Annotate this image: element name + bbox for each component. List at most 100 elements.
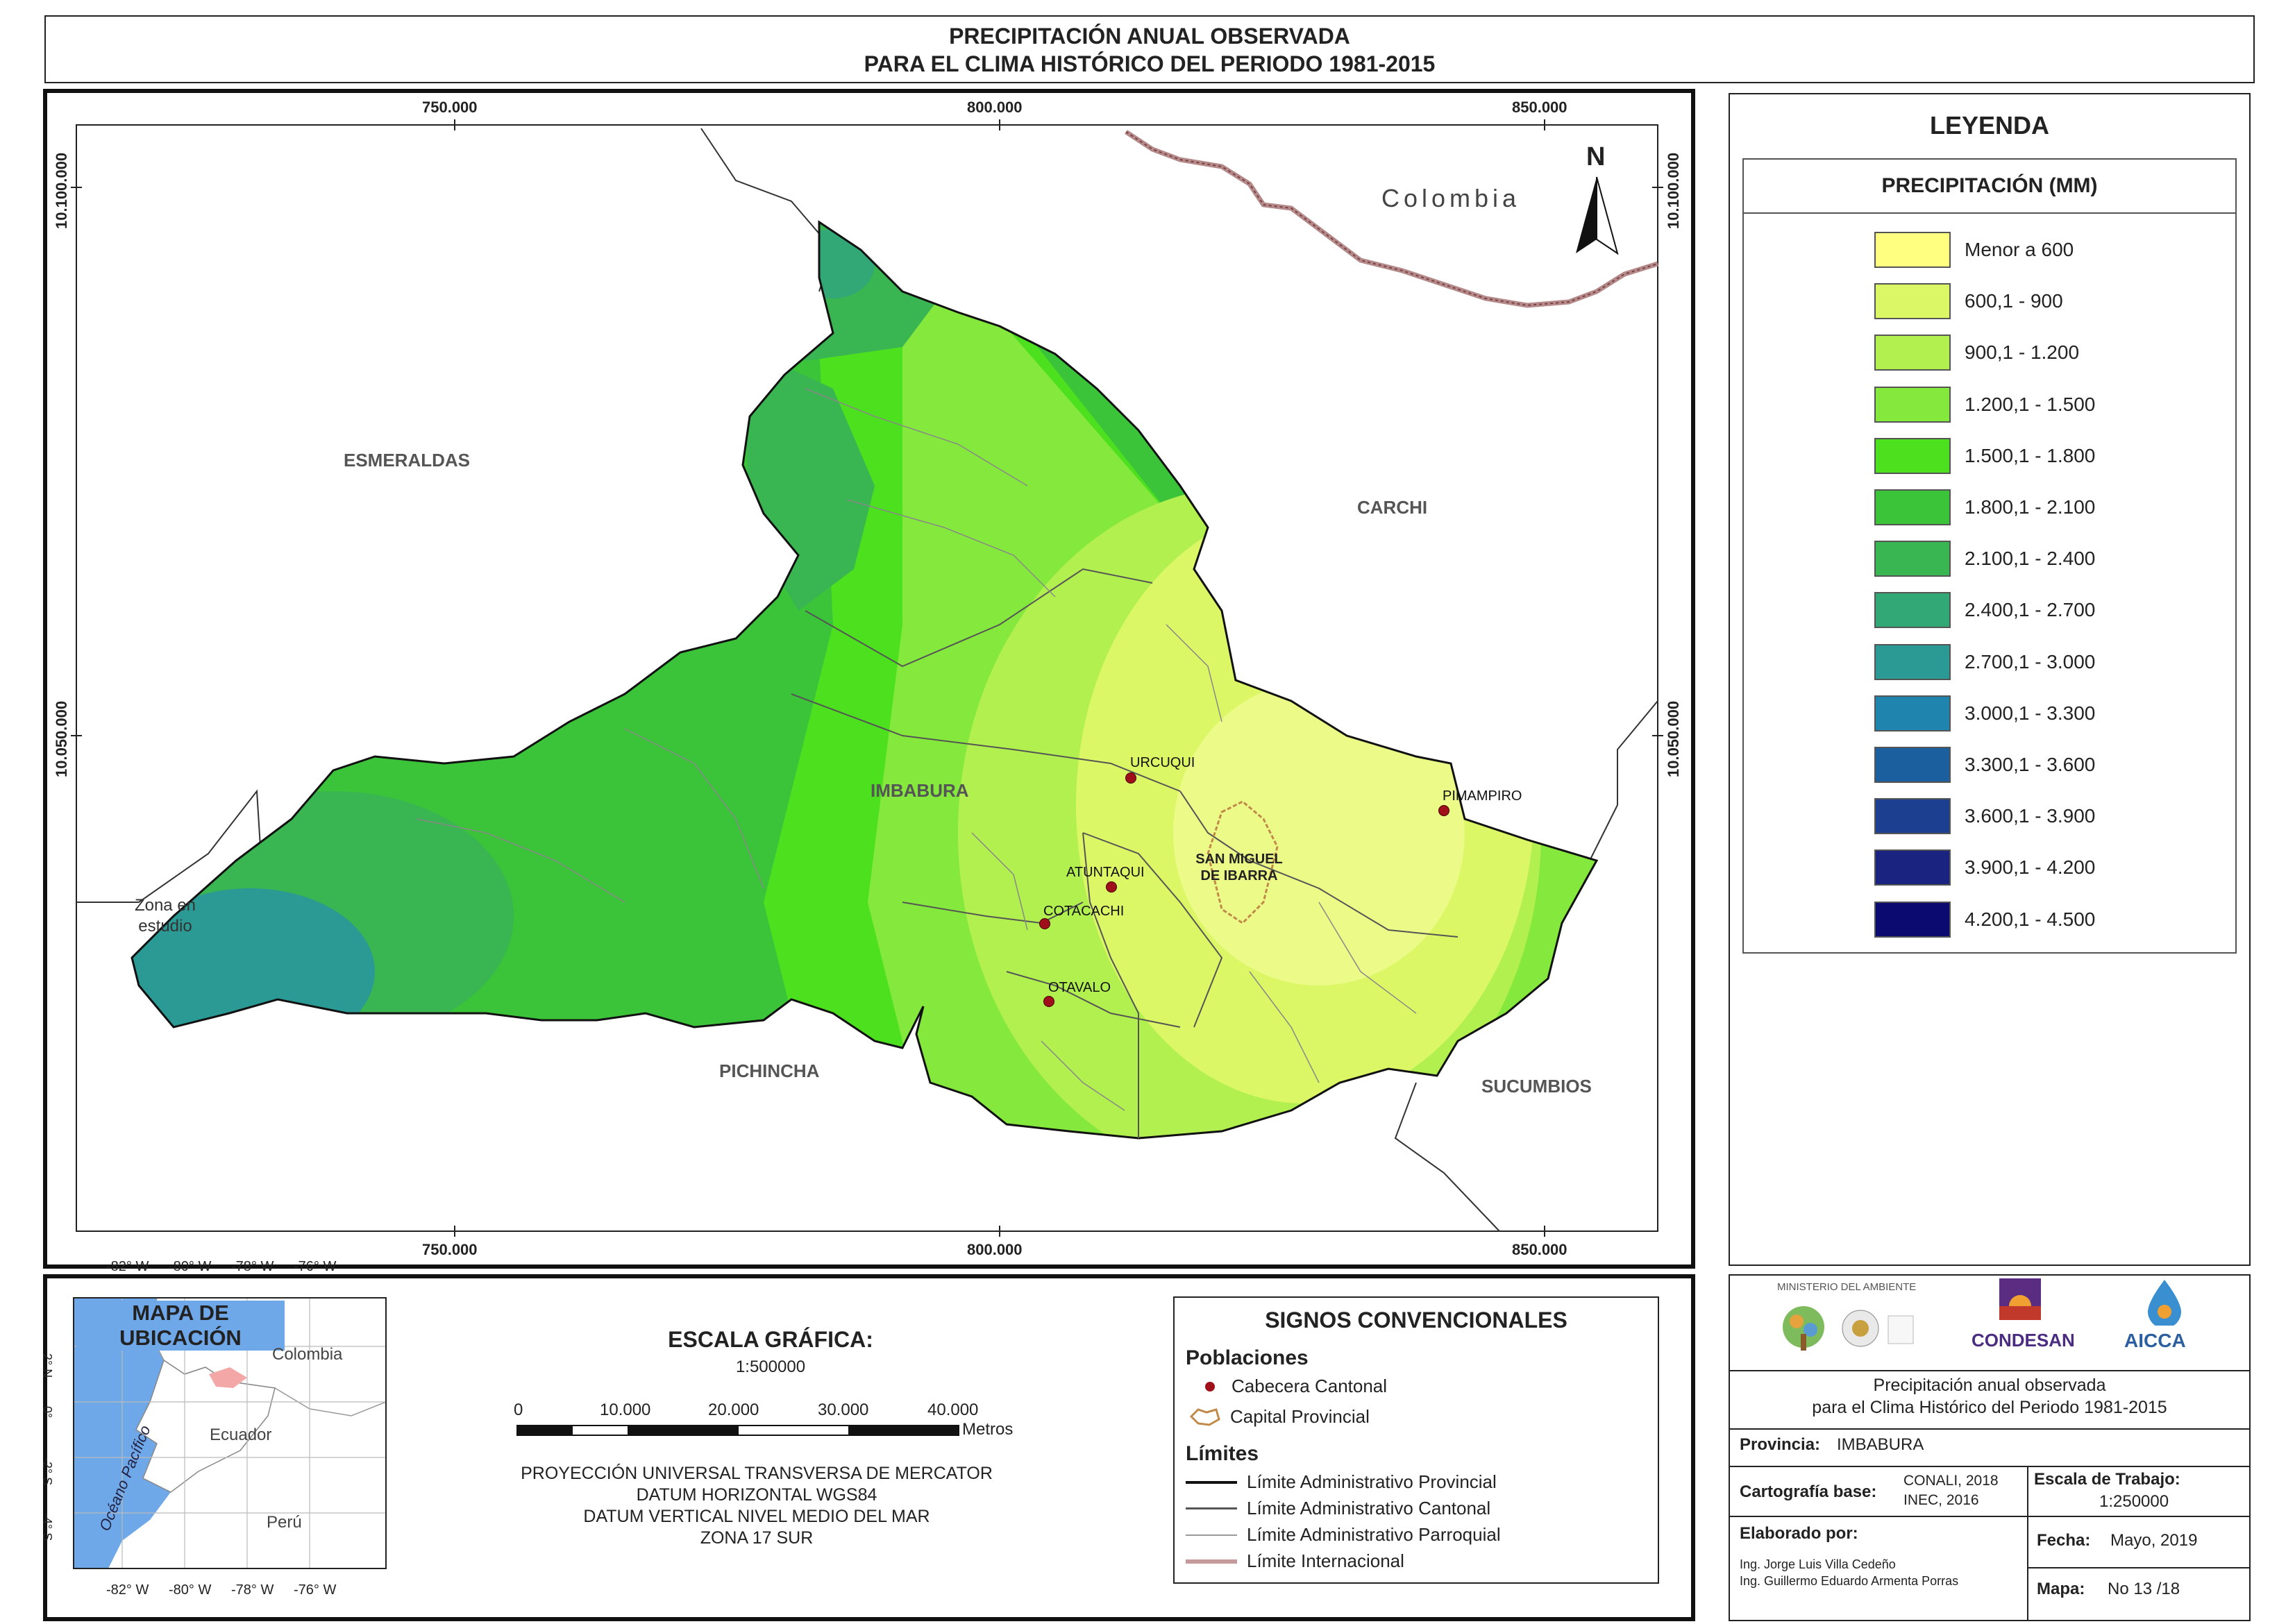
legend-item: 3.900,1 - 4.200: [1874, 849, 2095, 886]
sign-lim-parr: Límite Administrativo Parroquial: [1186, 1524, 1501, 1546]
info-divider-5: [2027, 1567, 2251, 1568]
aicca-logo-icon: [2148, 1280, 2181, 1326]
lat-tick-2n: 2° N: [40, 1353, 54, 1378]
legend-label: 1.800,1 - 2.100: [1965, 496, 2096, 518]
mapa-value: No 13 /18: [2108, 1580, 2180, 1598]
sign-cabecera-label: Cabecera Cantonal: [1231, 1376, 1388, 1396]
town-label-pimampiro: PIMAMPIRO: [1443, 788, 1522, 804]
info-desc-line-2: para el Clima Histórico del Periodo 1981…: [1812, 1398, 2167, 1417]
autor-2: Ing. Guillermo Eduardo Armenta Porras: [1740, 1574, 1959, 1588]
town-dot-atuntaqui: [1106, 881, 1117, 893]
legend-item: Menor a 600: [1874, 232, 2074, 268]
capital-provincial-outline: [1207, 800, 1279, 924]
autor-1: Ing. Jorge Luis Villa Cedeño: [1740, 1557, 1896, 1571]
lat-tick-2s: -2° S: [40, 1457, 54, 1486]
y-tick-10100000-right: 10.100.000: [1665, 152, 1682, 229]
sign-lim-cant: Límite Administrativo Cantonal: [1186, 1498, 1490, 1519]
province-label-imbabura: IMBABURA: [871, 780, 969, 801]
north-label: N: [1586, 142, 1606, 171]
legend-item: 3.000,1 - 3.300: [1874, 695, 2095, 731]
cantonal-lines: [791, 568, 1458, 1138]
sign-lim-int-label: Límite Internacional: [1247, 1550, 1404, 1571]
lon-tick-80-bottom: -80° W: [169, 1582, 212, 1598]
inset-label-ecuador: Ecuador: [210, 1426, 272, 1444]
x-tick-800-bottom: 800.000: [967, 1241, 1023, 1258]
projection-line-2: DATUM HORIZONTAL WGS84: [636, 1485, 877, 1505]
legend-item: 3.300,1 - 3.600: [1874, 747, 2095, 783]
signs-box: [1173, 1296, 1659, 1584]
town-label-urcuqui: URCUQUI: [1130, 755, 1195, 770]
legend-box: [1742, 158, 2237, 954]
capital-label-ibarra: SAN MIGUEL DE IBARRA: [1180, 851, 1298, 884]
map-title: PRECIPITACIÓN ANUAL OBSERVADA PARA EL CL…: [44, 15, 2255, 83]
legend-swatch: [1874, 335, 1951, 371]
y-tick-10050000-right: 10.050.000: [1665, 700, 1682, 777]
inset-label-colombia: Colombia: [272, 1345, 343, 1364]
legend-item: 2.400,1 - 2.700: [1874, 592, 2095, 629]
ministerio-logo-icon: [1783, 1306, 1914, 1351]
cartografia-value-2: INEC, 2016: [1903, 1492, 1979, 1508]
lon-tick-78-bottom: -78° W: [231, 1582, 274, 1598]
sign-lim-parr-label: Límite Administrativo Parroquial: [1247, 1524, 1501, 1545]
provincia-label: Provincia:: [1740, 1435, 1821, 1454]
sign-capital-label: Capital Provincial: [1230, 1406, 1370, 1427]
sign-lim-prov: Límite Administrativo Provincial: [1186, 1471, 1497, 1493]
parish-line-icon: [1186, 1534, 1237, 1536]
lon-tick-80-top: -80° W: [169, 1259, 212, 1274]
fecha-label: Fecha:: [2037, 1531, 2091, 1550]
title-line-1: PRECIPITACIÓN ANUAL OBSERVADA: [949, 24, 1350, 49]
north-arrow-icon: [1576, 176, 1619, 255]
projection-line-3: DATUM VERTICAL NIVEL MEDIO DEL MAR: [583, 1507, 930, 1526]
legend-item: 900,1 - 1.200: [1874, 335, 2079, 371]
town-dot-pimampiro: [1438, 805, 1449, 816]
capital-outline-icon: [1189, 1407, 1220, 1426]
x-tick-850-bottom: 850.000: [1512, 1241, 1567, 1258]
cantonal-line-icon: [1186, 1507, 1237, 1509]
province-line-east: [1589, 700, 1658, 861]
legend-swatch: [1874, 643, 1951, 680]
sign-lim-prov-label: Límite Administrativo Provincial: [1247, 1471, 1497, 1492]
projection-line-4: ZONA 17 SUR: [700, 1528, 814, 1548]
cabecera-dot-icon: [1205, 1381, 1215, 1392]
coast-line: [76, 789, 264, 903]
legend-label: 900,1 - 1.200: [1965, 341, 2080, 364]
provincia-value: IMBABURA: [1837, 1435, 1924, 1454]
province-label-esmeraldas: ESMERALDAS: [344, 450, 471, 471]
x-tick-800-top: 800.000: [967, 99, 1023, 116]
parish-lines: [416, 388, 1417, 1111]
imbabura-boundary: [131, 220, 1599, 1140]
ibarra-line-2: DE IBARRA: [1200, 868, 1278, 883]
legend-label: 3.300,1 - 3.600: [1965, 754, 2096, 775]
cartografia-value-1: CONALI, 2018: [1903, 1473, 1999, 1489]
legend-swatch: [1874, 489, 1951, 525]
lon-tick-82-top: -82° W: [106, 1259, 149, 1274]
scale-tick-30000: 30.000: [818, 1401, 869, 1419]
legend-label: 600,1 - 900: [1965, 290, 2063, 312]
lon-tick-76-top: -76° W: [294, 1259, 337, 1274]
elaborado-label: Elaborado por:: [1740, 1524, 1858, 1543]
legend-swatch: [1874, 695, 1951, 731]
info-desc-line-1: Precipitación anual observada: [1873, 1376, 2106, 1395]
scale-ratio: 1:500000: [735, 1357, 806, 1376]
projection-text: PROYECCIÓN UNIVERSAL TRANSVERSA DE MERCA…: [486, 1463, 1027, 1549]
legend-item: 4.200,1 - 4.500: [1874, 901, 2095, 938]
town-dot-urcuqui: [1125, 772, 1136, 784]
cartografia-label: Cartografía base:: [1740, 1482, 1877, 1501]
ibarra-line-1: SAN MIGUEL: [1195, 852, 1283, 867]
international-border-dash: [1125, 131, 1658, 307]
info-divider-2: [1729, 1428, 2251, 1430]
legend-item: 600,1 - 900: [1874, 283, 2063, 320]
legend-label: 1.500,1 - 1.800: [1965, 444, 2096, 466]
legend-item: 1.500,1 - 1.800: [1874, 437, 2096, 474]
lon-tick-76-bottom: -76° W: [294, 1582, 337, 1598]
legend-swatch: [1874, 592, 1951, 629]
lat-tick-4s: -4° S: [40, 1513, 54, 1541]
y-tick-10050000-left: 10.050.000: [53, 700, 70, 777]
legend-swatch: [1874, 437, 1951, 474]
scale-tick-40000: 40.000: [927, 1401, 979, 1419]
logo-aicca-text: AICCA: [2124, 1330, 2186, 1351]
legend-title: LEYENDA: [1929, 111, 2050, 139]
logo-condesan-text: CONDESAN: [1972, 1330, 2075, 1351]
location-map-title: MAPA DE UBICACIÓN: [76, 1301, 285, 1351]
province-label-pichincha: PICHINCHA: [719, 1060, 820, 1081]
